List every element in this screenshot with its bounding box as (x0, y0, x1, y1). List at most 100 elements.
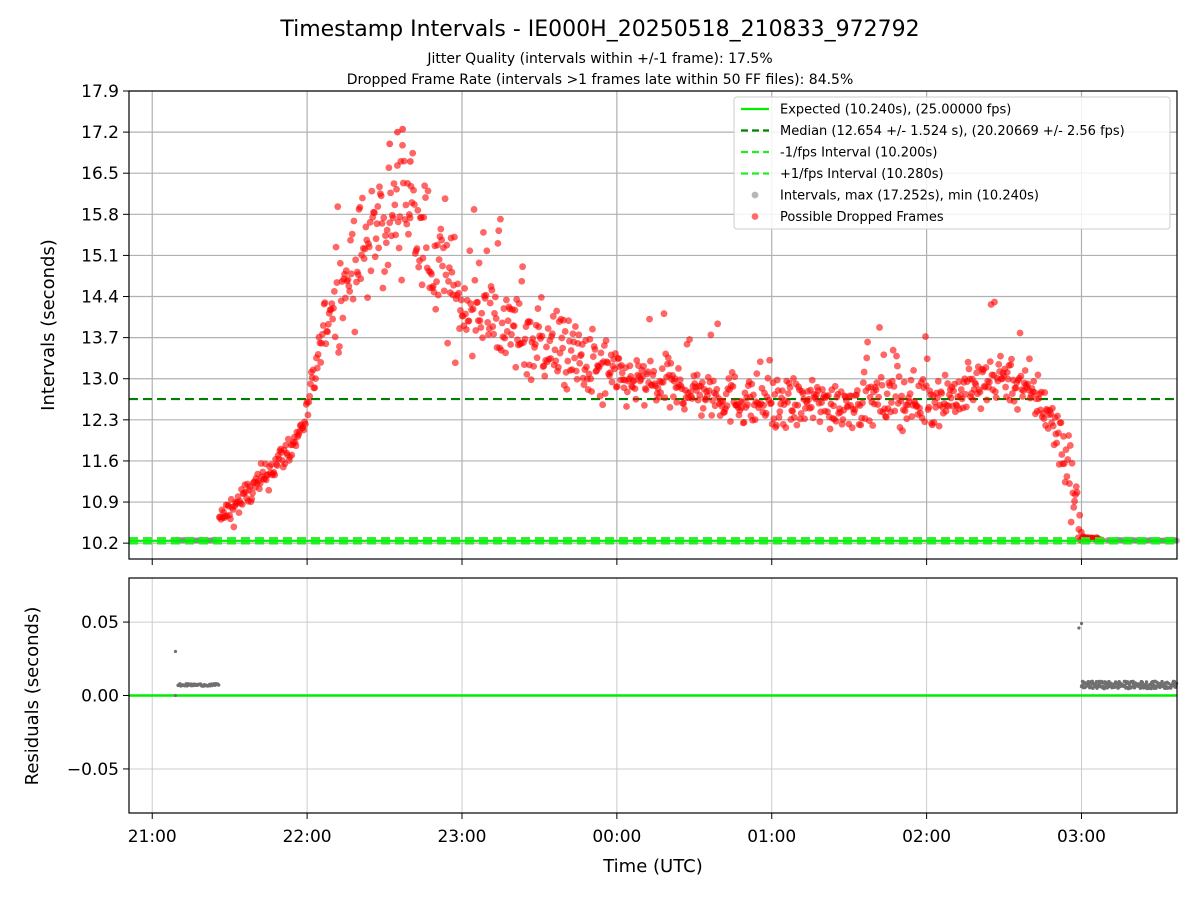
dropped-frame-point (475, 259, 483, 267)
dropped-frame-point (859, 379, 867, 387)
dropped-frame-point (330, 304, 337, 312)
dropped-frame-point (330, 287, 338, 295)
dropped-frame-point (227, 515, 234, 523)
dropped-frame-point (631, 385, 639, 393)
dropped-frame-point (934, 394, 941, 401)
dropped-frame-point (508, 331, 515, 338)
dropped-frame-point (378, 219, 386, 227)
dropped-frame-point (482, 291, 490, 299)
dropped-frame-point (748, 380, 756, 388)
dropped-frame-point (419, 254, 427, 262)
intervals-y-tick-label: 15.1 (81, 246, 119, 266)
dropped-frame-point (529, 335, 537, 343)
dropped-frame-point (336, 343, 343, 350)
dropped-frame-point (1017, 372, 1025, 380)
dropped-frame-point (760, 401, 768, 409)
dropped-frame-point (973, 369, 981, 377)
dropped-frame-point (1049, 404, 1056, 412)
dropped-frame-point (445, 277, 452, 285)
dropped-frame-point (282, 441, 290, 449)
dropped-frame-point (589, 353, 597, 360)
dropped-frame-point (466, 247, 474, 255)
residual-point (1100, 681, 1104, 685)
legend-label: -1/fps Interval (10.200s) (780, 146, 937, 161)
dropped-frame-point (485, 331, 492, 339)
dropped-frame-point (249, 489, 256, 497)
dropped-frame-point (339, 314, 347, 322)
dropped-frame-point (930, 419, 938, 426)
dropped-frame-point (267, 461, 275, 468)
dropped-frame-point (1062, 446, 1070, 453)
dropped-frame-point (530, 362, 538, 370)
dropped-frame-point (1049, 422, 1057, 430)
dropped-frame-point (490, 330, 498, 338)
dropped-frame-point (284, 435, 292, 443)
dropped-frame-point (580, 381, 588, 389)
dropped-frame-point (602, 337, 610, 345)
dropped-frame-point (484, 319, 492, 326)
dropped-frame-point (659, 378, 667, 386)
dropped-frame-point (469, 305, 477, 313)
residual-point (1077, 626, 1081, 630)
dropped-frame-point (893, 352, 900, 360)
dropped-frame-point (468, 352, 476, 360)
dropped-frame-point (510, 322, 518, 330)
dropped-frame-point (386, 140, 394, 148)
dropped-frame-point (331, 333, 339, 341)
dropped-frame-point (439, 262, 446, 270)
dropped-frame-point (983, 396, 991, 404)
dropped-frame-point (713, 385, 721, 393)
dropped-frame-point (591, 346, 599, 353)
dropped-frame-point (288, 451, 296, 459)
dropped-frame-point (518, 277, 526, 285)
dropped-frame-point (859, 399, 866, 407)
dropped-frame-point (415, 263, 423, 271)
dropped-frame-point (538, 332, 546, 340)
dropped-frame-point (673, 398, 681, 406)
dropped-frame-point (342, 294, 349, 302)
dropped-frame-point (1072, 483, 1080, 491)
dropped-frame-point (394, 218, 402, 226)
dropped-frame-point (596, 392, 604, 400)
dropped-frame-point (366, 218, 374, 226)
legend-label: Median (12.654 +/- 1.524 s), (20.20669 +… (780, 124, 1125, 139)
dropped-frame-point (549, 330, 556, 338)
dropped-frame-point (367, 267, 375, 275)
dropped-frame-point (633, 357, 641, 364)
dropped-frame-point (641, 402, 648, 409)
dropped-frame-point (565, 317, 572, 325)
dropped-frame-point (399, 125, 407, 133)
dropped-frame-point (504, 317, 512, 325)
residuals-points (173, 621, 1179, 698)
dropped-frame-point (799, 390, 807, 397)
dropped-frame-point (571, 354, 578, 362)
dropped-frame-point (379, 284, 387, 292)
dropped-frame-point (851, 406, 859, 414)
intervals-y-tick-label: 11.6 (81, 452, 119, 472)
dropped-frame-point (661, 394, 669, 402)
dropped-frame-point (888, 377, 896, 385)
legend-box (733, 96, 1171, 230)
dropped-frame-point (230, 523, 238, 531)
residuals-y-tick-label: 0.00 (81, 687, 119, 707)
intervals-y-tick-label: 12.3 (81, 411, 119, 431)
dropped-frame-point (332, 243, 340, 251)
dropped-frame-point (364, 294, 371, 302)
dropped-frame-point (699, 404, 707, 412)
dropped-frame-point (428, 270, 435, 278)
dropped-frame-point (807, 404, 815, 411)
intervals-panel: 10.2 10.9 11.6 12.3 13.0 13.7 14.4 15.1 15.8 16.5… (38, 82, 1180, 565)
dropped-frame-point (1003, 368, 1011, 376)
dropped-frame-point (942, 407, 950, 415)
intervals-y-tick-label: 16.5 (81, 164, 119, 184)
dropped-frame-point (424, 187, 432, 195)
x-tick-label: 22:00 (283, 827, 332, 847)
residual-point (1079, 621, 1084, 626)
residuals-y-tick-label: −0.05 (67, 760, 119, 780)
dropped-frame-point (541, 372, 549, 380)
dropped-frame-point (292, 442, 300, 450)
dropped-frame-point (632, 395, 640, 403)
dropped-frame-point (549, 312, 557, 320)
dropped-frame-point (558, 334, 566, 342)
dropped-frame-point (719, 397, 727, 405)
